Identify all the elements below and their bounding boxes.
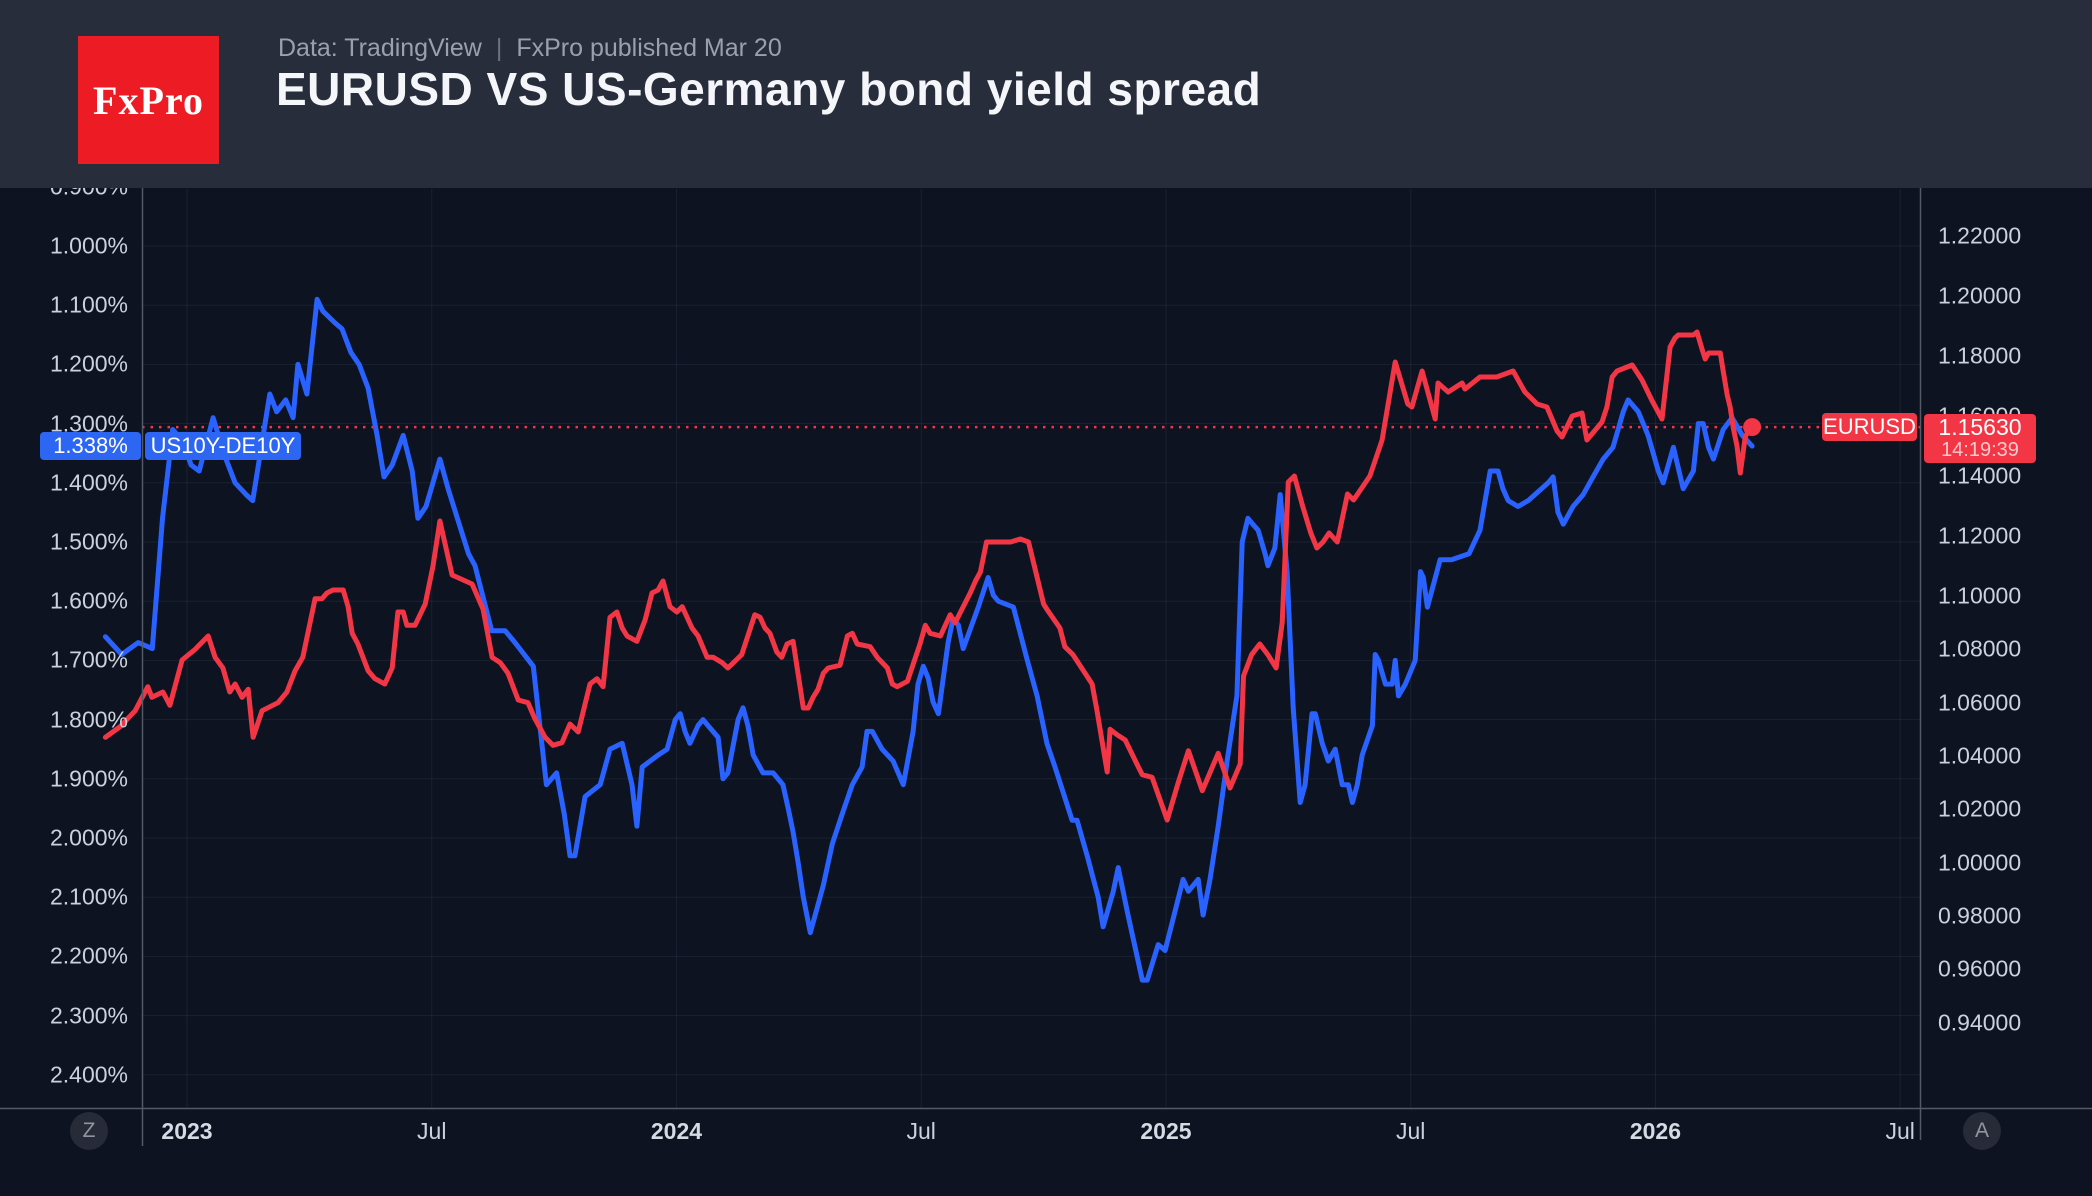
right-axis-tick: 1.10000 [1938,582,2022,609]
eurusd-series-label-badge: EURUSD [1822,413,1917,441]
time-axis-tick-2023: 2023 [161,1118,213,1144]
chart-subtitle: Data: TradingView | FxPro published Mar 20 [278,34,782,63]
left-axis-tick: 2.100% [49,883,128,910]
left-axis-tick: 1.100% [49,291,128,318]
time-axis-tick-jul: Jul [1395,1118,1426,1144]
right-axis-tick: 1.02000 [1938,795,2022,822]
data-source-text: Data: TradingView [278,34,482,62]
auto-scale-button[interactable]: A [1963,1112,2001,1150]
left-axis-tick: 2.200% [49,942,128,969]
right-axis-tick: 1.06000 [1938,689,2022,716]
spread-series-label-badge: US10Y-DE10Y [145,432,301,460]
left-axis-tick: 1.400% [49,469,128,496]
timezone-button[interactable]: Z [70,1112,108,1150]
time-axis-tick-2025: 2025 [1140,1118,1192,1144]
eurusd-last-price-dot [1743,418,1762,437]
left-axis-tick: 1.500% [49,528,128,555]
time-axis-tick-jul: Jul [417,1118,447,1144]
header-bar: FxPro Data: TradingView | FxPro published … [0,0,2092,188]
right-axis-tick: 0.96000 [1938,955,2022,982]
left-axis-tick: 2.400% [49,1061,128,1088]
right-axis-tick: 1.22000 [1938,222,2022,249]
eurusd-current-price: 1.15630 [1938,413,2022,440]
right-axis-tick: 0.98000 [1938,902,2022,929]
right-axis-tick: 1.20000 [1938,282,2022,309]
eurusd-current-value-badge: 1.15630 14:19:39 [1924,414,2036,463]
published-date-text: FxPro published Mar 20 [516,34,782,62]
left-axis-tick: 1.600% [49,587,128,614]
left-axis-tick: 1.700% [49,646,128,673]
left-axis-tick: 1.000% [49,232,128,259]
spread-current-value-badge: 1.338% [40,432,141,460]
left-axis-tick: 2.000% [49,824,128,851]
grid-lines [142,186,1920,1108]
right-axis-tick: 1.08000 [1938,635,2022,662]
series-line-us10y-de10y [102,296,1755,983]
series-line-eurusd [102,329,1755,823]
left-axis-tick: 1.300% [49,410,128,437]
left-axis-tick: 1.800% [49,706,128,733]
right-axis-tick: 0.94000 [1938,1009,2022,1036]
time-axis-tick-2026: 2026 [1629,1118,1682,1144]
right-axis-tick: 1.00000 [1938,849,2022,876]
time-axis-tick-jul: Jul [1885,1118,1915,1144]
right-axis-tick: 1.04000 [1938,742,2022,769]
right-axis-tick: 1.12000 [1938,522,2022,549]
left-axis-tick: 1.200% [49,350,128,377]
left-axis-tick: 1.900% [49,765,128,792]
page-title: EURUSD VS US-Germany bond yield spread [276,63,1262,115]
fxpro-logo-text: FxPro [93,77,204,123]
fxpro-logo: FxPro [78,36,219,164]
time-axis-tick-jul: Jul [906,1118,936,1144]
eurusd-countdown-timer: 14:19:39 [1941,438,2019,461]
time-axis-tick-2024: 2024 [650,1118,703,1144]
right-axis-tick: 1.14000 [1938,462,2022,489]
left-axis-tick: 2.300% [49,1002,128,1029]
subtitle-divider: | [495,34,503,62]
right-axis-tick: 1.18000 [1938,342,2022,369]
